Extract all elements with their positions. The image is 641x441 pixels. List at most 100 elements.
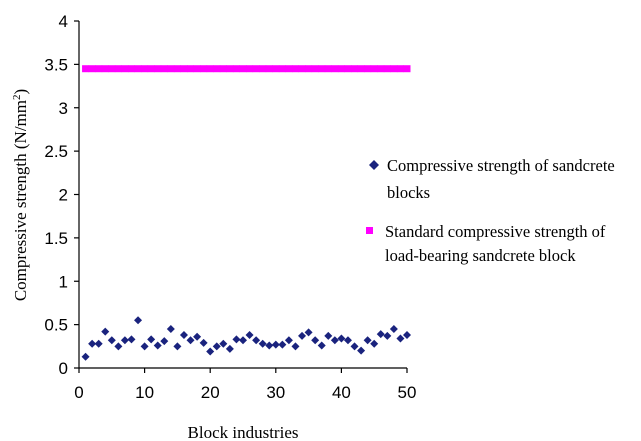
diamond-point-11: [147, 335, 156, 344]
square-point-18: [193, 65, 201, 73]
diamond-point-16: [179, 331, 188, 340]
diamond-point-41: [343, 336, 352, 345]
legend-label-series-2-line-2: load-bearing sandcrete block: [385, 246, 576, 265]
square-point-21: [213, 65, 221, 73]
square-point-7: [121, 65, 129, 73]
diamond-point-6: [114, 342, 123, 351]
diamond-point-13: [160, 337, 169, 346]
diamond-point-46: [376, 330, 385, 339]
y-axis-title: Compressive strength (N/mm2): [11, 89, 30, 301]
diamond-point-43: [357, 346, 366, 355]
tick-marks: [74, 20, 408, 373]
diamond-point-24: [232, 335, 241, 344]
x-tick-label: 10: [135, 383, 154, 402]
square-point-4: [101, 65, 109, 73]
diamond-point-26: [245, 331, 254, 340]
square-point-37: [318, 65, 326, 73]
diamond-point-32: [284, 336, 293, 345]
square-point-26: [246, 65, 254, 73]
y-tick-label: 2.5: [44, 142, 68, 161]
square-point-33: [291, 65, 299, 73]
diamond-point-49: [396, 334, 405, 343]
square-point-19: [200, 65, 208, 73]
square-point-44: [364, 65, 372, 73]
y-axis-title-close: ): [11, 89, 30, 95]
square-point-17: [187, 65, 195, 73]
diamond-point-45: [370, 339, 379, 348]
diamond-point-44: [363, 336, 372, 345]
diamond-point-21: [212, 342, 221, 351]
diamond-point-8: [127, 335, 136, 344]
square-point-48: [390, 65, 398, 73]
diamond-point-14: [166, 324, 175, 333]
diamond-point-50: [403, 331, 411, 340]
tick-labels: 00.511.522.533.540 10 20 30 40 50: [44, 12, 416, 402]
square-point-50: [403, 65, 411, 73]
square-point-25: [239, 65, 247, 73]
square-point-20: [206, 65, 214, 73]
diamond-point-5: [107, 336, 116, 345]
diamond-point-12: [153, 341, 162, 350]
square-point-40: [337, 65, 345, 73]
series-1: [81, 316, 411, 361]
square-point-16: [180, 65, 188, 73]
square-point-30: [272, 65, 280, 73]
diamond-point-27: [252, 336, 261, 345]
square-point-11: [147, 65, 155, 73]
diamond-point-42: [350, 342, 359, 351]
diamond-point-29: [265, 341, 274, 350]
square-point-2: [88, 65, 96, 73]
square-point-22: [219, 65, 227, 73]
square-point-12: [154, 65, 162, 73]
y-tick-label: 0.5: [44, 316, 68, 335]
diamond-point-15: [173, 342, 182, 351]
diamond-point-2: [88, 339, 97, 348]
y-axis-title-main: Compressive strength (N/mm: [11, 100, 30, 301]
diamond-point-1: [81, 352, 90, 361]
diamond-point-35: [304, 328, 313, 337]
diamond-point-4: [101, 327, 110, 336]
diamond-point-31: [278, 340, 287, 349]
diamond-point-22: [219, 339, 228, 348]
square-point-8: [127, 65, 135, 73]
diamond-point-30: [271, 340, 280, 349]
square-point-23: [226, 65, 234, 73]
square-point-29: [265, 65, 273, 73]
x-tick-label: 0: [74, 383, 83, 402]
y-tick-label: 3: [59, 99, 68, 118]
square-point-42: [351, 65, 359, 73]
y-tick-label: 0: [59, 359, 68, 378]
square-point-27: [252, 65, 260, 73]
square-point-45: [370, 65, 378, 73]
square-point-5: [108, 65, 116, 73]
diamond-point-47: [383, 331, 392, 340]
diamond-point-34: [298, 331, 307, 340]
square-point-28: [259, 65, 267, 73]
x-tick-label: 50: [398, 383, 417, 402]
legend-label-series-1-line-2: blocks: [387, 183, 430, 202]
diamond-point-39: [330, 336, 339, 345]
diamond-point-17: [186, 336, 195, 345]
square-point-15: [173, 65, 181, 73]
square-point-6: [114, 65, 122, 73]
x-axis-title: Block industries: [188, 423, 299, 441]
square-point-35: [305, 65, 313, 73]
square-point-9: [134, 65, 142, 73]
square-point-36: [311, 65, 319, 73]
square-point-31: [278, 65, 286, 73]
y-tick-label: 2: [59, 186, 68, 205]
axes: [78, 21, 407, 369]
square-point-32: [285, 65, 293, 73]
y-tick-label: 3.5: [44, 55, 68, 74]
legend: Compressive strength of sandcrete blocks…: [366, 156, 615, 265]
diamond-point-7: [120, 336, 129, 345]
diamond-point-37: [317, 341, 326, 350]
square-point-3: [95, 65, 103, 73]
square-point-34: [298, 65, 306, 73]
square-point-1: [82, 65, 90, 73]
square-point-24: [232, 65, 240, 73]
square-point-41: [344, 65, 352, 73]
square-point-39: [331, 65, 339, 73]
diamond-point-28: [258, 339, 267, 348]
